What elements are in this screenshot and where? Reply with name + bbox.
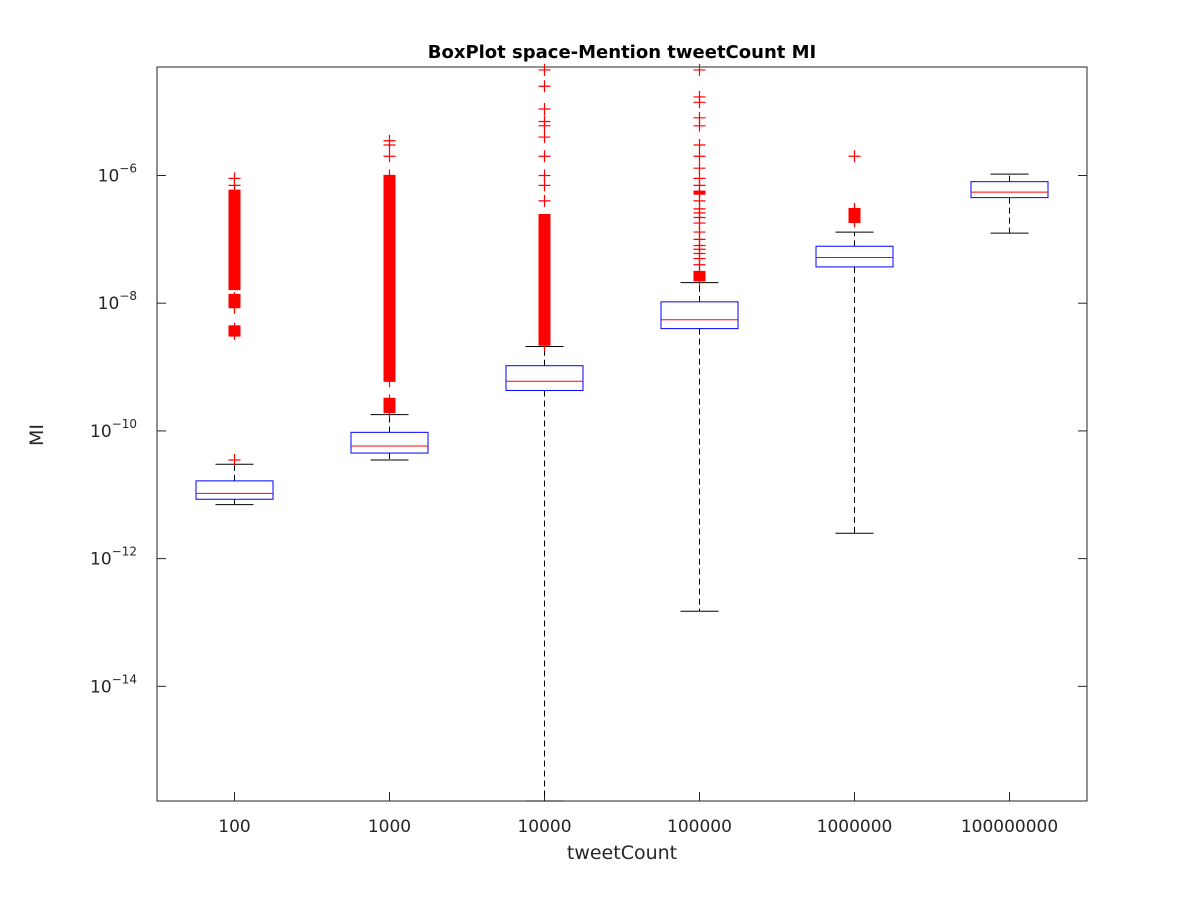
y-tick-label: 10−6 [98, 161, 137, 186]
outlier-marker [228, 233, 241, 246]
x-tick-label: 1000000 [817, 817, 893, 837]
outlier-marker [538, 297, 551, 310]
outlier-marker [538, 131, 551, 144]
outlier-marker [693, 139, 706, 152]
outlier-marker [383, 150, 396, 163]
outlier-marker [228, 172, 241, 185]
y-tick-label-base: 10 [90, 677, 112, 697]
box-group-100 [195, 172, 274, 506]
iqr-box [660, 301, 739, 330]
outlier-band [383, 175, 396, 382]
iqr-box [350, 431, 429, 454]
y-tick-label: 10−14 [90, 672, 137, 697]
axes-frame [156, 66, 1088, 802]
y-tick-label: 10−8 [98, 289, 137, 314]
x-tick-label: 100000000 [961, 817, 1058, 837]
iqr-box [815, 245, 894, 268]
outlier-marker [538, 63, 551, 76]
y-tick-label-exponent: −12 [112, 545, 137, 559]
outlier-marker [693, 150, 706, 163]
outlier-marker [693, 111, 706, 124]
y-tick-label-base: 10 [98, 166, 120, 186]
chart-title: BoxPlot space-Mention tweetCount MI [428, 42, 817, 63]
outlier-marker [228, 198, 241, 211]
outlier-marker [538, 169, 551, 182]
outlier-marker [848, 202, 861, 215]
x-tick-label: 10000 [517, 817, 571, 837]
y-tick-label: 10−12 [90, 545, 137, 570]
y-tick-label-exponent: −14 [112, 672, 137, 686]
outlier-marker [383, 394, 396, 407]
outlier-marker [228, 214, 241, 227]
outlier-marker [383, 169, 396, 182]
x-tick-label: 1000 [368, 817, 411, 837]
box-group-100000000 [970, 173, 1049, 234]
outlier-marker [538, 233, 551, 246]
y-axis-label: MI [26, 424, 48, 446]
y-tick-label-exponent: −10 [112, 417, 137, 431]
outlier-marker [228, 454, 241, 467]
x-tick-label: 100 [218, 817, 250, 837]
outlier-marker [228, 277, 241, 290]
outlier-marker [383, 233, 396, 246]
iqr-box [970, 181, 1049, 199]
outlier-marker [693, 172, 706, 185]
outlier-marker [848, 150, 861, 163]
iqr-box [505, 365, 584, 391]
x-tick-label: 100000 [667, 817, 732, 837]
outlier-marker [693, 162, 706, 175]
box-group-100000 [660, 63, 739, 612]
outlier-marker [538, 194, 551, 207]
outlier-marker [538, 102, 551, 115]
outlier-marker [693, 63, 706, 76]
outlier-marker [383, 361, 396, 374]
y-tick-label-base: 10 [90, 550, 112, 570]
outlier-marker [383, 297, 396, 310]
box-group-1000 [350, 134, 429, 461]
outlier-marker [538, 214, 551, 227]
y-tick-label: 10−10 [90, 417, 137, 442]
y-tick-label-exponent: −8 [119, 289, 137, 303]
outlier-marker [383, 405, 396, 418]
outlier-marker [538, 115, 551, 128]
y-tick-label-base: 10 [90, 422, 112, 442]
y-tick-label-base: 10 [98, 294, 120, 314]
outlier-marker [538, 150, 551, 163]
outlier-marker [538, 316, 551, 329]
outlier-marker [538, 252, 551, 265]
outlier-marker [228, 252, 241, 265]
outlier-marker [383, 375, 396, 388]
outlier-marker [383, 134, 396, 147]
outlier-marker [228, 292, 241, 305]
y-tick-label-exponent: −6 [119, 161, 137, 175]
outlier-marker [538, 80, 551, 93]
outlier-marker [538, 339, 551, 352]
outlier-band [538, 213, 551, 346]
outlier-marker [228, 322, 241, 335]
outlier-marker [693, 90, 706, 103]
box-group-10000 [505, 63, 584, 802]
iqr-box [195, 480, 274, 500]
x-axis-label: tweetCount [567, 842, 677, 864]
box-group-1000000 [815, 150, 894, 534]
